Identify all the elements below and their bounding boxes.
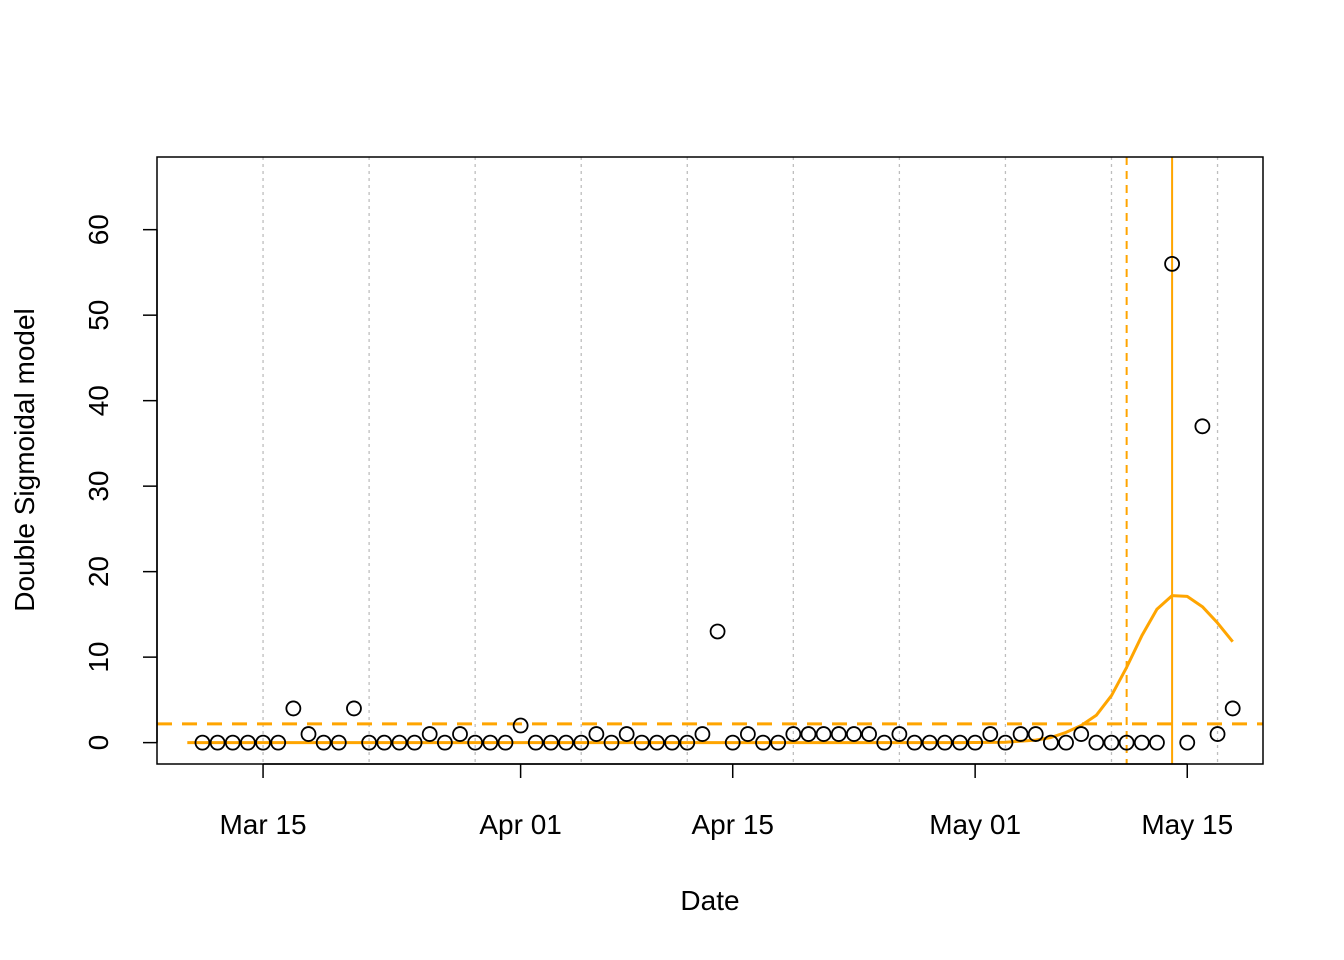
reference-lines-layer [157,157,1263,764]
fitted-curve-layer [187,594,1234,745]
data-point [967,734,984,751]
data-point [255,734,271,751]
data-point [421,726,438,742]
data-point [724,734,741,751]
data-point [906,734,923,751]
data-point [194,734,211,751]
data-point [1012,726,1029,742]
y-tick-label: 60 [83,214,114,245]
data-point [997,734,1014,751]
data-point [936,734,953,751]
data-point [1133,734,1150,751]
data-point [1073,726,1090,742]
data-point [1149,734,1165,751]
data-point [588,726,605,742]
y-tick-label: 20 [83,556,114,587]
y-axis-title: Double Sigmoidal model [9,308,40,612]
data-point [1088,734,1105,751]
data-point [815,726,832,742]
data-point [1027,726,1044,742]
y-tick-label: 50 [83,300,114,331]
data-point [694,726,711,742]
data-point [891,726,908,742]
y-tick-label: 0 [83,735,114,751]
data-point [739,726,756,742]
data-point [1058,734,1074,751]
data-point [543,734,559,751]
data-point [209,734,226,751]
data-point [633,734,650,751]
data-point [270,734,287,751]
y-tick-label: 30 [83,471,114,502]
data-point [376,734,393,751]
data-point [1042,734,1059,751]
data-point [573,734,590,751]
data-point [649,734,665,751]
x-tick-label: Apr 15 [691,809,774,840]
data-point [482,734,499,751]
data-point [800,726,817,742]
data-point [709,623,726,640]
grid-layer [262,157,1219,764]
data-point [1194,418,1211,435]
data-point [830,726,847,742]
data-point [861,726,877,742]
data-point [467,734,484,751]
data-point [330,734,347,751]
data-point [876,734,893,751]
data-point [391,734,408,751]
data-point [664,734,681,751]
x-tick-label: Apr 01 [479,809,562,840]
plot-frame [156,156,1264,765]
data-point [1103,734,1120,751]
x-axis: Mar 15 Apr 01 Apr 15 May 01 May 15 [219,763,1233,840]
data-point [1179,734,1196,751]
y-axis: 0 10 20 30 40 50 60 [83,214,158,751]
data-point [770,734,787,751]
data-point [952,734,968,751]
data-point [558,734,574,751]
data-point [982,726,999,742]
y-tick-label: 40 [83,385,114,416]
points-layer [194,255,1241,751]
fitted-curve [187,594,1234,745]
data-point [921,734,938,751]
data-point [1164,255,1180,272]
data-point [240,734,256,751]
x-tick-label: May 15 [1141,809,1233,840]
data-point [300,726,317,742]
data-point [1224,700,1241,717]
data-point [512,717,529,734]
data-point [618,726,635,742]
x-axis-title: Date [680,885,739,916]
data-point [346,700,362,717]
data-point [679,734,696,751]
x-tick-label: Mar 15 [219,809,306,840]
data-point [527,734,544,751]
data-point [846,726,862,742]
data-point [452,726,468,742]
data-point [1118,734,1135,751]
data-point [497,734,514,751]
data-point [315,734,332,751]
data-point [224,734,241,751]
data-point [436,734,453,751]
data-point [406,734,423,751]
data-point [1209,726,1226,742]
y-tick-label: 10 [83,642,114,673]
data-point [285,700,302,717]
data-point [755,734,771,751]
data-point [361,734,378,751]
data-point [603,734,620,751]
x-tick-label: May 01 [929,809,1021,840]
data-point [785,726,802,742]
